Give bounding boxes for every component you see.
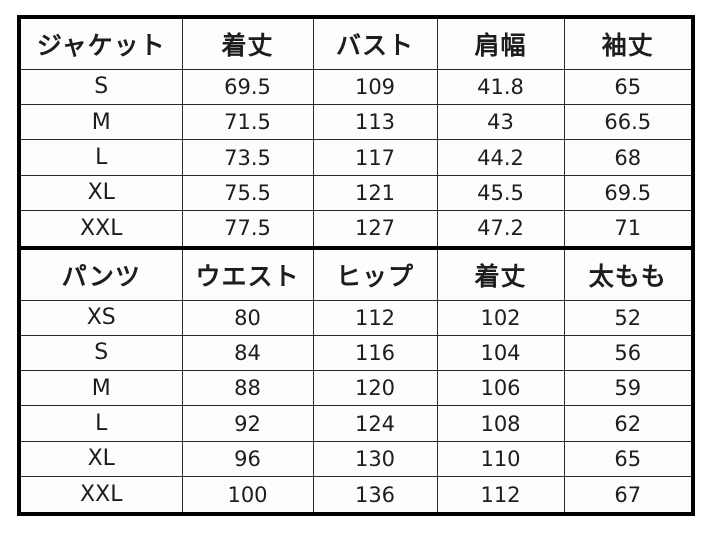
value-cell: 102 <box>436 299 565 336</box>
pants-row-xs: XS 80 112 102 52 <box>18 299 694 336</box>
value-cell: 130 <box>312 440 438 478</box>
pants-row-xl: XL 96 130 110 65 <box>18 440 694 478</box>
value-cell: 71 <box>563 209 694 249</box>
value-cell: 52 <box>563 299 694 336</box>
value-cell: 120 <box>312 370 438 407</box>
pants-row-s: S 84 116 104 56 <box>18 334 694 372</box>
column-header-length: 着丈 <box>181 16 314 70</box>
value-cell: 62 <box>563 405 694 442</box>
value-cell: 84 <box>181 334 314 372</box>
jacket-header-row: ジャケット 着丈 バスト 肩幅 袖丈 <box>18 16 694 70</box>
value-cell: 59 <box>563 370 694 407</box>
value-cell: 65 <box>563 440 694 478</box>
value-cell: 104 <box>436 334 565 372</box>
value-cell: 77.5 <box>181 209 314 249</box>
jacket-row-m: M 71.5 113 43 66.5 <box>18 104 694 141</box>
value-cell: 47.2 <box>436 209 565 249</box>
value-cell: 112 <box>436 476 565 515</box>
value-cell: 96 <box>181 440 314 478</box>
column-header-waist: ウエスト <box>181 245 314 301</box>
value-cell: 44.2 <box>436 139 565 176</box>
value-cell: 112 <box>312 299 438 336</box>
jacket-row-s: S 69.5 109 41.8 65 <box>18 68 694 106</box>
column-header-length: 着丈 <box>436 245 565 301</box>
value-cell: 116 <box>312 334 438 372</box>
value-cell: 67 <box>563 476 694 515</box>
pants-section-title: パンツ <box>18 245 183 301</box>
pants-row-l: L 92 124 108 62 <box>18 405 694 442</box>
value-cell: 65 <box>563 68 694 106</box>
value-cell: 92 <box>181 405 314 442</box>
size-label: XXL <box>18 209 183 249</box>
value-cell: 43 <box>436 104 565 141</box>
value-cell: 121 <box>312 174 438 211</box>
size-label: XL <box>18 174 183 211</box>
jacket-row-xl: XL 75.5 121 45.5 69.5 <box>18 174 694 211</box>
value-cell: 69.5 <box>563 174 694 211</box>
value-cell: 68 <box>563 139 694 176</box>
column-header-sleeve: 袖丈 <box>563 16 694 70</box>
column-header-hip: ヒップ <box>312 245 438 301</box>
value-cell: 75.5 <box>181 174 314 211</box>
column-header-thigh: 太もも <box>563 245 694 301</box>
column-header-shoulder: 肩幅 <box>436 16 565 70</box>
value-cell: 66.5 <box>563 104 694 141</box>
size-label: XS <box>18 299 183 336</box>
size-label: L <box>18 405 183 442</box>
jacket-section-title: ジャケット <box>18 16 183 70</box>
size-label: M <box>18 370 183 407</box>
value-cell: 109 <box>312 68 438 106</box>
value-cell: 73.5 <box>181 139 314 176</box>
pants-row-xxl: XXL 100 136 112 67 <box>18 476 694 515</box>
size-label: S <box>18 334 183 372</box>
size-label: S <box>18 68 183 106</box>
value-cell: 71.5 <box>181 104 314 141</box>
value-cell: 117 <box>312 139 438 176</box>
size-label: M <box>18 104 183 141</box>
size-label: XL <box>18 440 183 478</box>
value-cell: 124 <box>312 405 438 442</box>
pants-row-m: M 88 120 106 59 <box>18 370 694 407</box>
value-cell: 113 <box>312 104 438 141</box>
jacket-row-l: L 73.5 117 44.2 68 <box>18 139 694 176</box>
value-cell: 136 <box>312 476 438 515</box>
jacket-row-xxl: XXL 77.5 127 47.2 71 <box>18 209 694 249</box>
column-header-bust: バスト <box>312 16 438 70</box>
value-cell: 108 <box>436 405 565 442</box>
value-cell: 45.5 <box>436 174 565 211</box>
value-cell: 110 <box>436 440 565 478</box>
value-cell: 41.8 <box>436 68 565 106</box>
size-chart-table: ジャケット 着丈 バスト 肩幅 袖丈 S 69.5 109 41.8 65 M … <box>17 15 695 516</box>
value-cell: 88 <box>181 370 314 407</box>
value-cell: 80 <box>181 299 314 336</box>
value-cell: 100 <box>181 476 314 515</box>
size-label: XXL <box>18 476 183 515</box>
size-label: L <box>18 139 183 176</box>
value-cell: 69.5 <box>181 68 314 106</box>
value-cell: 127 <box>312 209 438 249</box>
value-cell: 56 <box>563 334 694 372</box>
value-cell: 106 <box>436 370 565 407</box>
pants-header-row: パンツ ウエスト ヒップ 着丈 太もも <box>18 245 694 301</box>
